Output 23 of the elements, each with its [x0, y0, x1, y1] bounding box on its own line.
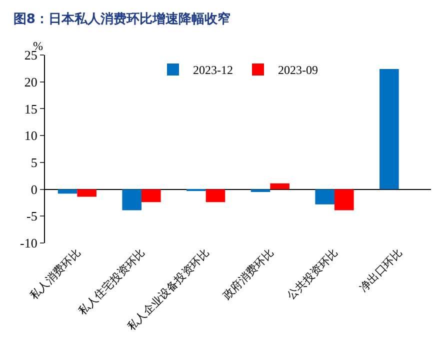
bar — [250, 189, 270, 192]
bar — [206, 189, 226, 202]
y-tick-label: 15 — [24, 101, 38, 116]
chart-title: 图8：日本私人消费环比增速降幅收窄 — [13, 10, 230, 27]
x-tick-label: 净出口环比 — [356, 246, 405, 294]
x-tick-label: 公共投资环比 — [284, 246, 341, 302]
bar — [380, 68, 399, 190]
y-tick-label: 20 — [24, 74, 38, 90]
bar — [334, 189, 354, 210]
y-tick-label: -5 — [26, 208, 38, 224]
y-tick-label: 10 — [24, 128, 38, 144]
legend-label: 2023-09 — [278, 63, 318, 78]
y-tick-label: 0 — [30, 182, 38, 197]
legend-label: 2023-12 — [193, 63, 233, 78]
bar — [270, 183, 290, 190]
bar — [315, 189, 334, 204]
y-tick-label: 5 — [30, 154, 38, 170]
bar — [122, 189, 142, 210]
bar — [58, 189, 78, 194]
y-tick-label: -10 — [20, 236, 38, 251]
x-tick-label: 政府消费环比 — [220, 246, 276, 302]
bar — [142, 189, 161, 202]
bar — [77, 189, 96, 197]
